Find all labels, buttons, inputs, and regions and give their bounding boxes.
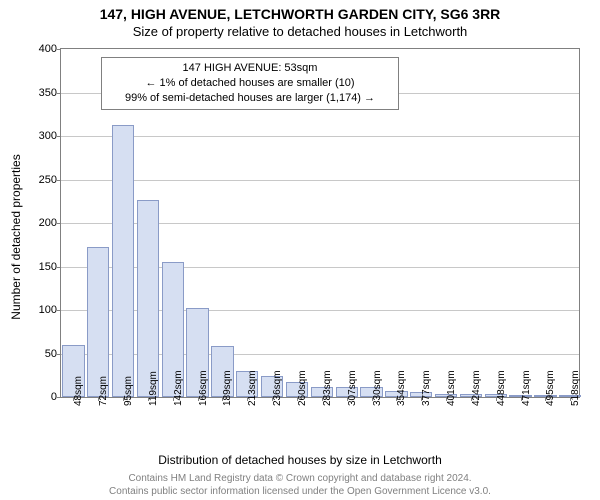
y-tick-mark <box>57 354 61 355</box>
annotation-line3: 99% of semi-detached houses are larger (… <box>108 91 392 106</box>
histogram-bar <box>112 125 134 397</box>
y-tick-label: 150 <box>29 261 57 273</box>
footer-line2: Contains public sector information licen… <box>0 486 600 499</box>
annotation-box: 147 HIGH AVENUE: 53sqm ← 1% of detached … <box>101 57 399 110</box>
histogram-plot: 05010015020025030035040048sqm72sqm95sqm1… <box>60 48 580 398</box>
y-tick-label: 50 <box>29 348 57 360</box>
gridline-h <box>61 180 579 181</box>
y-tick-mark <box>57 136 61 137</box>
y-tick-label: 200 <box>29 217 57 229</box>
x-axis-label: Distribution of detached houses by size … <box>0 453 600 467</box>
chart-title-line1: 147, HIGH AVENUE, LETCHWORTH GARDEN CITY… <box>0 6 600 22</box>
y-tick-mark <box>57 93 61 94</box>
y-tick-label: 100 <box>29 304 57 316</box>
y-tick-mark <box>57 180 61 181</box>
y-tick-mark <box>57 223 61 224</box>
y-axis-label: Number of detached properties <box>9 137 23 337</box>
y-tick-mark <box>57 310 61 311</box>
y-tick-label: 250 <box>29 174 57 186</box>
histogram-bar <box>137 200 159 397</box>
y-tick-label: 400 <box>29 43 57 55</box>
annotation-line1: 147 HIGH AVENUE: 53sqm <box>108 61 392 76</box>
annotation-line2: ← 1% of detached houses are smaller (10) <box>108 76 392 91</box>
y-tick-mark <box>57 49 61 50</box>
y-tick-label: 0 <box>29 391 57 403</box>
footer-line1: Contains HM Land Registry data © Crown c… <box>0 473 600 486</box>
chart-title-line2: Size of property relative to detached ho… <box>0 24 600 39</box>
y-tick-label: 350 <box>29 87 57 99</box>
footer-attribution: Contains HM Land Registry data © Crown c… <box>0 473 600 498</box>
y-tick-label: 300 <box>29 130 57 142</box>
y-tick-mark <box>57 267 61 268</box>
y-tick-mark <box>57 397 61 398</box>
gridline-h <box>61 136 579 137</box>
histogram-bar <box>87 247 109 397</box>
